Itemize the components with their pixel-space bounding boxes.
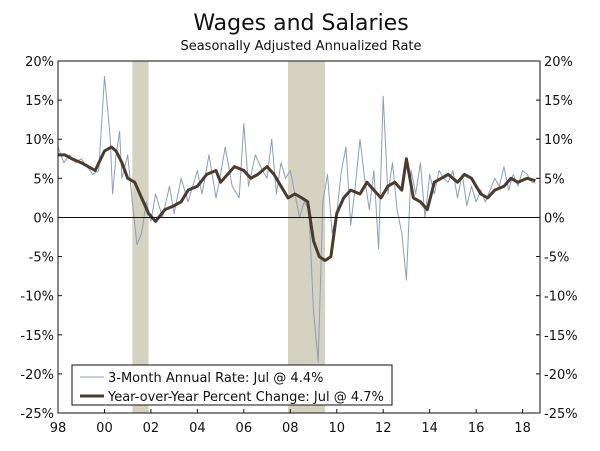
series-line-yoy [58,145,536,262]
x-tick-label: 12 [375,421,392,436]
y-tick-label-right: -20% [544,368,578,383]
x-tick-label: 04 [189,421,206,436]
x-tick-label: 08 [282,421,299,436]
x-tick-label: 16 [468,421,485,436]
x-tick-label: 06 [236,421,253,436]
legend-label-3-month: 3-Month Annual Rate: Jul @ 4.4% [108,371,323,386]
series-lines [57,76,536,363]
y-tick-label-left: -10% [20,290,54,305]
x-tick-label: 00 [96,421,113,436]
y-tick-label-right: 15% [544,94,573,109]
plot-frame [57,60,541,414]
legend-box [71,364,393,406]
y-tick-label-right: 0% [544,211,565,226]
y-tick-label-right: -15% [544,329,578,344]
legend: 3-Month Annual Rate: Jul @ 4.4% Year-ove… [71,364,393,406]
axes: 20% 20% 15% 15% 10% 10% 5% 5% 0% 0% -5% -5% -10% -10%… [20,55,577,436]
y-tick-label-right: 5% [544,172,565,187]
recession-band-1 [287,61,326,413]
x-tick-label: 98 [50,421,67,436]
y-tick-label-left: 5% [33,172,54,187]
legend-label-yoy: Year-over-Year Percent Change: Jul @ 4.7… [107,390,384,405]
y-tick-label-left: -15% [20,329,54,344]
x-tick-label: 10 [328,421,345,436]
x-tick-label: 14 [421,421,438,436]
y-tick-label-right: -25% [544,407,578,422]
recession-bands [132,61,326,413]
chart-subtitle: Seasonally Adjusted Annualized Rate [180,39,421,54]
x-tick-label: 18 [514,421,531,436]
y-tick-label-left: 10% [25,133,54,148]
y-tick-label-right: 20% [544,55,573,70]
y-tick-label-left: 20% [25,55,54,70]
chart-title: Wages and Salaries [193,11,408,36]
y-tick-label-right: 10% [544,133,573,148]
y-tick-label-right: -5% [544,251,569,266]
y-tick-label-left: 15% [25,94,54,109]
y-tick-label-left: 0% [33,211,54,226]
y-tick-label-left: -5% [29,251,54,266]
x-tick-label: 02 [143,421,160,436]
y-tick-label-left: -20% [20,368,54,383]
y-tick-label-left: -25% [20,407,54,422]
y-tick-label-right: -10% [544,290,578,305]
